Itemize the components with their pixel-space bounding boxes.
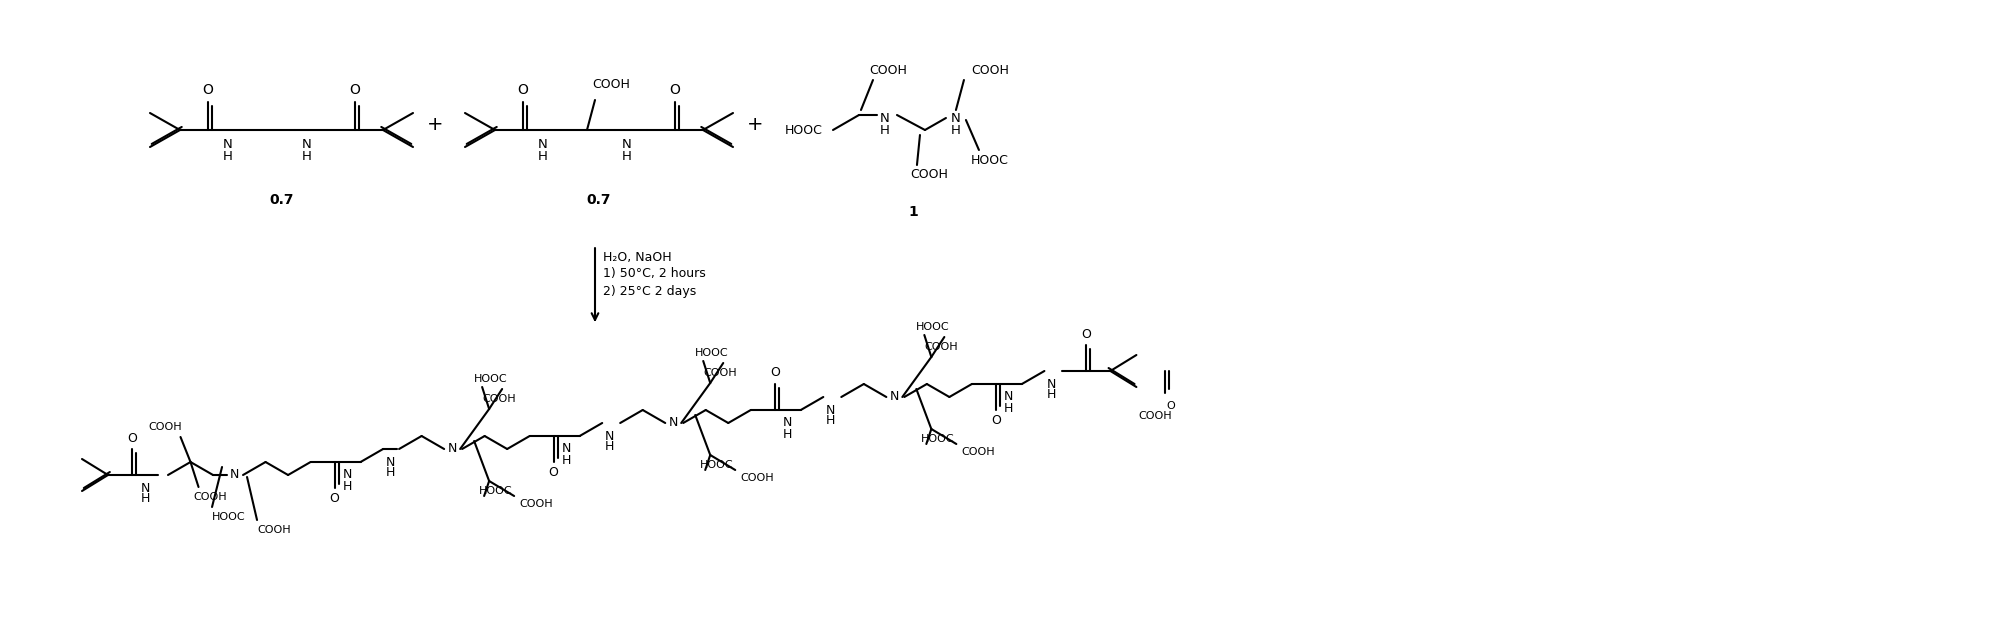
Text: HOOC: HOOC bbox=[701, 460, 733, 470]
Text: H: H bbox=[538, 149, 548, 163]
Text: O: O bbox=[127, 432, 137, 445]
Text: H: H bbox=[342, 479, 352, 493]
Text: N: N bbox=[604, 430, 614, 442]
Text: COOH: COOH bbox=[193, 492, 228, 502]
Text: N: N bbox=[224, 137, 234, 151]
Text: N: N bbox=[385, 455, 395, 469]
Text: N: N bbox=[890, 391, 898, 403]
Text: N: N bbox=[783, 416, 792, 430]
Text: COOH: COOH bbox=[1138, 411, 1172, 421]
Text: HOOC: HOOC bbox=[473, 374, 508, 384]
Text: H: H bbox=[385, 466, 395, 479]
Text: COOH: COOH bbox=[520, 499, 552, 509]
Text: COOH: COOH bbox=[961, 447, 995, 457]
Text: H: H bbox=[622, 149, 632, 163]
Text: HOOC: HOOC bbox=[971, 154, 1009, 166]
Text: HOOC: HOOC bbox=[479, 486, 512, 496]
Text: HOOC: HOOC bbox=[920, 434, 955, 444]
Text: N: N bbox=[562, 442, 572, 455]
Text: COOH: COOH bbox=[258, 525, 290, 535]
Text: 2) 25°C 2 days: 2) 25°C 2 days bbox=[602, 285, 697, 299]
Text: N: N bbox=[538, 137, 548, 151]
Text: H: H bbox=[783, 428, 792, 440]
Text: O: O bbox=[991, 415, 1001, 428]
Text: HOOC: HOOC bbox=[211, 512, 246, 522]
Text: HOOC: HOOC bbox=[916, 322, 949, 332]
Text: O: O bbox=[203, 83, 213, 97]
Text: H: H bbox=[224, 149, 234, 163]
Text: O: O bbox=[518, 83, 528, 97]
Text: H: H bbox=[826, 415, 834, 428]
Text: 1: 1 bbox=[908, 205, 918, 219]
Text: N: N bbox=[669, 416, 677, 430]
Text: H₂O, NaOH: H₂O, NaOH bbox=[602, 251, 671, 265]
Text: H: H bbox=[1045, 389, 1055, 401]
Text: COOH: COOH bbox=[149, 422, 181, 432]
Text: N: N bbox=[826, 403, 834, 416]
Text: COOH: COOH bbox=[481, 394, 516, 404]
Text: COOH: COOH bbox=[910, 168, 947, 181]
Text: H: H bbox=[562, 454, 572, 466]
Text: N: N bbox=[1003, 391, 1013, 403]
Text: 1) 50°C, 2 hours: 1) 50°C, 2 hours bbox=[602, 268, 705, 280]
Text: HOOC: HOOC bbox=[785, 123, 822, 137]
Text: O: O bbox=[330, 493, 338, 505]
Text: H: H bbox=[141, 493, 149, 505]
Text: H: H bbox=[302, 149, 312, 163]
Text: COOH: COOH bbox=[703, 368, 737, 378]
Text: N: N bbox=[447, 442, 457, 455]
Text: H: H bbox=[880, 123, 890, 137]
Text: O: O bbox=[548, 466, 558, 479]
Text: O: O bbox=[769, 367, 779, 379]
Text: +: + bbox=[427, 115, 443, 134]
Text: N: N bbox=[342, 469, 352, 481]
Text: COOH: COOH bbox=[592, 79, 630, 91]
Text: N: N bbox=[302, 137, 312, 151]
Text: H: H bbox=[951, 123, 961, 137]
Text: 0.7: 0.7 bbox=[270, 193, 294, 207]
Text: N: N bbox=[141, 481, 149, 495]
Text: COOH: COOH bbox=[924, 342, 959, 352]
Text: COOH: COOH bbox=[971, 64, 1009, 76]
Text: O: O bbox=[1082, 328, 1092, 340]
Text: N: N bbox=[622, 137, 632, 151]
Text: O: O bbox=[669, 83, 681, 97]
Text: N: N bbox=[880, 112, 890, 125]
Text: N: N bbox=[230, 469, 238, 481]
Text: H: H bbox=[1003, 401, 1013, 415]
Text: 0.7: 0.7 bbox=[586, 193, 610, 207]
Text: +: + bbox=[747, 115, 763, 134]
Text: N: N bbox=[1045, 377, 1055, 391]
Text: COOH: COOH bbox=[868, 64, 906, 76]
Text: O: O bbox=[348, 83, 361, 97]
Text: COOH: COOH bbox=[739, 473, 773, 483]
Text: N: N bbox=[951, 112, 961, 125]
Text: HOOC: HOOC bbox=[695, 348, 729, 358]
Text: O: O bbox=[1166, 401, 1174, 411]
Text: H: H bbox=[604, 440, 614, 454]
